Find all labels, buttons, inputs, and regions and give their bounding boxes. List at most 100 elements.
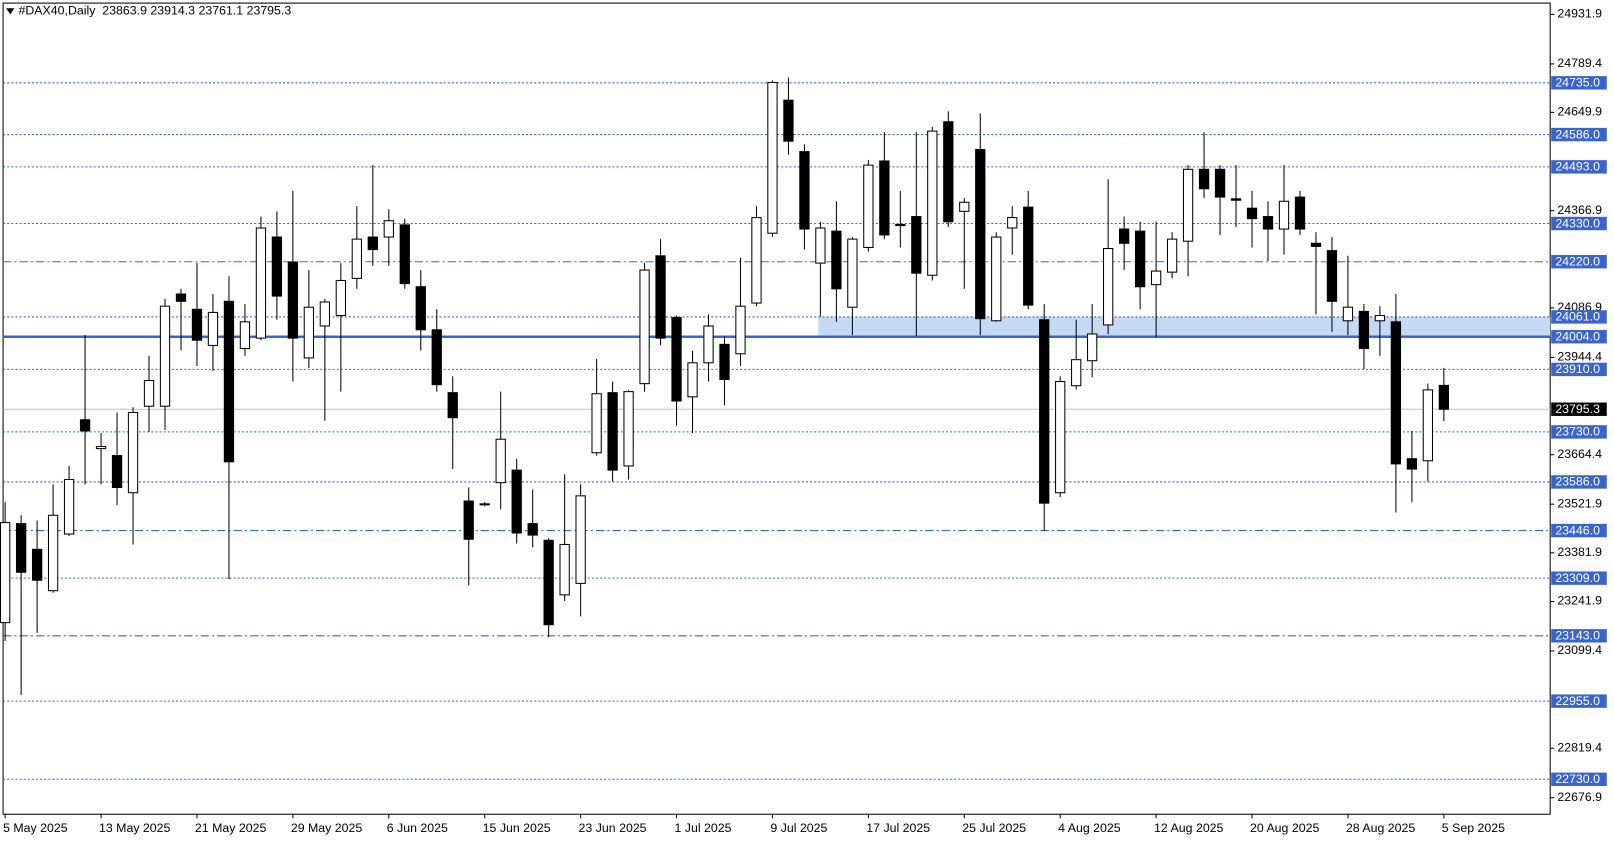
y-tick-label: 24931.9 bbox=[1557, 7, 1602, 21]
x-tick-label: 13 May 2025 bbox=[99, 821, 171, 835]
candle-body bbox=[463, 500, 474, 540]
header-low: 23761.1 bbox=[198, 4, 243, 18]
level-label-box bbox=[1551, 362, 1607, 377]
candle-body bbox=[303, 306, 315, 359]
x-tick-label: 25 Jul 2025 bbox=[962, 821, 1026, 835]
candle-body bbox=[751, 217, 762, 304]
x-tick-label: 5 Sep 2025 bbox=[1442, 821, 1505, 835]
candle-body bbox=[1166, 238, 1178, 273]
level-label-box bbox=[1551, 475, 1607, 489]
candle-body bbox=[1103, 247, 1114, 326]
candle-body bbox=[799, 151, 810, 230]
y-tick-label: 24366.9 bbox=[1557, 203, 1602, 217]
candle-body bbox=[1134, 230, 1146, 288]
level-label: 24735.0 bbox=[1555, 76, 1600, 90]
header-open: 23863.9 bbox=[102, 4, 147, 18]
level-label-box bbox=[1551, 425, 1607, 439]
candle-body bbox=[767, 81, 778, 234]
candle-body bbox=[1342, 306, 1354, 322]
level-label: 23446.0 bbox=[1555, 523, 1600, 537]
candle-body bbox=[1262, 216, 1274, 230]
candle-body bbox=[1374, 315, 1386, 322]
candle-body bbox=[511, 469, 522, 534]
y-tick-label: 22819.4 bbox=[1557, 740, 1602, 754]
candle-body bbox=[703, 325, 714, 364]
candle-body bbox=[607, 392, 618, 471]
x-tick-label: 29 May 2025 bbox=[291, 821, 363, 835]
candle-body bbox=[287, 261, 299, 339]
support-zone bbox=[818, 316, 1551, 337]
x-tick-label: 1 Jul 2025 bbox=[674, 821, 731, 835]
x-tick-label: 28 Aug 2025 bbox=[1346, 821, 1416, 835]
candle-body bbox=[0, 522, 11, 624]
level-label: 24586.0 bbox=[1555, 127, 1600, 141]
candle-body bbox=[1438, 384, 1449, 410]
y-tick-label: 23099.4 bbox=[1557, 643, 1602, 657]
candle-body bbox=[1150, 270, 1162, 286]
level-label-box bbox=[1551, 76, 1607, 90]
candle-body bbox=[367, 236, 378, 251]
candle-body bbox=[1326, 250, 1338, 302]
x-tick-label: 17 Jul 2025 bbox=[866, 821, 930, 835]
candle-body bbox=[415, 286, 426, 331]
plot-area bbox=[0, 77, 1551, 780]
level-label: 22730.0 bbox=[1555, 772, 1600, 786]
candle-body bbox=[383, 220, 394, 238]
candle-body bbox=[911, 216, 922, 274]
candle-body bbox=[831, 230, 842, 290]
candle-body bbox=[1198, 168, 1210, 190]
candle-body bbox=[79, 419, 91, 432]
x-tick-label: 6 Jun 2025 bbox=[387, 821, 448, 835]
candle-body bbox=[495, 438, 506, 484]
current-price-box bbox=[1551, 402, 1607, 416]
level-label: 24004.0 bbox=[1555, 330, 1600, 344]
candle-body bbox=[223, 300, 235, 463]
level-label-box bbox=[1551, 160, 1607, 174]
candle-body bbox=[15, 523, 27, 573]
candle-body bbox=[847, 238, 858, 308]
header-high: 23914.3 bbox=[150, 4, 195, 18]
candle-body bbox=[319, 301, 331, 327]
candle-body bbox=[975, 148, 986, 320]
candle-body bbox=[479, 503, 490, 506]
candle-body bbox=[927, 130, 938, 276]
chart-header: #DAX40,Daily 23863.9 23914.3 23761.1 237… bbox=[19, 4, 292, 18]
candle-body bbox=[63, 478, 75, 535]
candle-body bbox=[95, 445, 107, 450]
y-tick-label: 23521.9 bbox=[1557, 496, 1602, 510]
candle-body bbox=[623, 391, 634, 467]
candle-body bbox=[527, 523, 538, 536]
level-label: 23309.0 bbox=[1555, 571, 1600, 585]
level-label: 24330.0 bbox=[1555, 216, 1600, 230]
candle-body bbox=[575, 495, 586, 584]
level-label: 23730.0 bbox=[1555, 425, 1600, 439]
level-label: 24220.0 bbox=[1555, 254, 1600, 268]
candle-body bbox=[959, 201, 970, 212]
candle-body bbox=[735, 305, 746, 355]
candle-body bbox=[687, 362, 698, 398]
candle-body bbox=[879, 160, 890, 236]
level-label-box bbox=[1551, 571, 1607, 585]
candle-body bbox=[1118, 228, 1130, 244]
candle-body bbox=[239, 321, 251, 350]
candle-body bbox=[351, 238, 362, 279]
x-tick-label: 20 Aug 2025 bbox=[1250, 821, 1320, 835]
symbol-title: #DAX40,Daily bbox=[19, 4, 97, 18]
level-label: 24493.0 bbox=[1555, 160, 1600, 174]
candle-body bbox=[1055, 381, 1066, 494]
level-label-box bbox=[1551, 310, 1607, 324]
candle-body bbox=[111, 455, 123, 489]
candle-body bbox=[159, 305, 171, 407]
candle-body bbox=[47, 514, 59, 592]
candle-body bbox=[431, 329, 442, 386]
candle-body bbox=[1071, 359, 1082, 387]
candle-body bbox=[1182, 168, 1194, 242]
candle-body bbox=[1039, 319, 1050, 504]
candle-body bbox=[1278, 200, 1290, 230]
candle-body bbox=[655, 255, 666, 339]
x-tick-label: 9 Jul 2025 bbox=[770, 821, 827, 835]
candle-body bbox=[559, 543, 570, 596]
candle-body bbox=[335, 279, 346, 317]
y-tick-label: 23664.4 bbox=[1557, 447, 1602, 461]
